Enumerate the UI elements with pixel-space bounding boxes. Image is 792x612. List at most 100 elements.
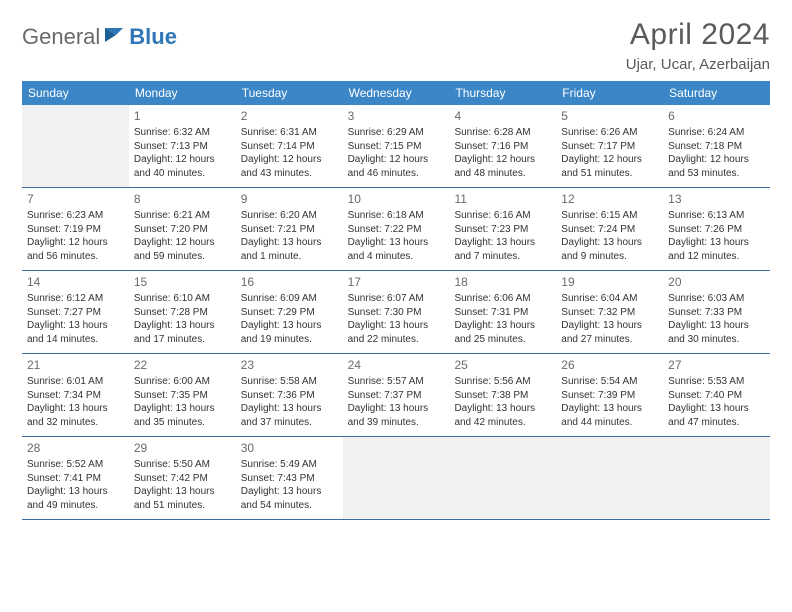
header: General Blue April 2024 Ujar, Ucar, Azer… [22, 18, 770, 73]
day-cell-empty [22, 105, 129, 187]
day-number: 19 [561, 274, 657, 290]
sunrise-text: Sunrise: 6:18 AM [348, 209, 444, 223]
week-row: 28Sunrise: 5:52 AMSunset: 7:41 PMDayligh… [22, 437, 770, 520]
daylight-line2: and 12 minutes. [668, 250, 764, 264]
sunset-text: Sunset: 7:23 PM [454, 223, 550, 237]
sunrise-text: Sunrise: 6:26 AM [561, 126, 657, 140]
day-cell: 9Sunrise: 6:20 AMSunset: 7:21 PMDaylight… [236, 188, 343, 270]
logo: General Blue [22, 18, 177, 50]
daylight-line2: and 30 minutes. [668, 333, 764, 347]
sunset-text: Sunset: 7:38 PM [454, 389, 550, 403]
daylight-line2: and 48 minutes. [454, 167, 550, 181]
sunset-text: Sunset: 7:39 PM [561, 389, 657, 403]
daylight-line2: and 19 minutes. [241, 333, 337, 347]
daylight-line1: Daylight: 12 hours [668, 153, 764, 167]
logo-text-general: General [22, 24, 100, 50]
daylight-line1: Daylight: 13 hours [561, 236, 657, 250]
day-cell: 14Sunrise: 6:12 AMSunset: 7:27 PMDayligh… [22, 271, 129, 353]
day-cell-empty [343, 437, 450, 519]
day-cell: 1Sunrise: 6:32 AMSunset: 7:13 PMDaylight… [129, 105, 236, 187]
daylight-line1: Daylight: 12 hours [134, 153, 230, 167]
sunset-text: Sunset: 7:29 PM [241, 306, 337, 320]
day-cell: 25Sunrise: 5:56 AMSunset: 7:38 PMDayligh… [449, 354, 556, 436]
weekday-header: Thursday [449, 81, 556, 105]
day-number: 8 [134, 191, 230, 207]
day-number: 24 [348, 357, 444, 373]
daylight-line2: and 54 minutes. [241, 499, 337, 513]
week-row: 1Sunrise: 6:32 AMSunset: 7:13 PMDaylight… [22, 105, 770, 188]
day-number: 21 [27, 357, 123, 373]
sunset-text: Sunset: 7:26 PM [668, 223, 764, 237]
day-cell: 6Sunrise: 6:24 AMSunset: 7:18 PMDaylight… [663, 105, 770, 187]
calendar-page: General Blue April 2024 Ujar, Ucar, Azer… [0, 0, 792, 538]
sunset-text: Sunset: 7:37 PM [348, 389, 444, 403]
day-number: 26 [561, 357, 657, 373]
daylight-line1: Daylight: 12 hours [561, 153, 657, 167]
sunset-text: Sunset: 7:32 PM [561, 306, 657, 320]
day-cell: 27Sunrise: 5:53 AMSunset: 7:40 PMDayligh… [663, 354, 770, 436]
daylight-line1: Daylight: 13 hours [454, 319, 550, 333]
daylight-line2: and 46 minutes. [348, 167, 444, 181]
daylight-line2: and 40 minutes. [134, 167, 230, 181]
weekday-header: Friday [556, 81, 663, 105]
sunrise-text: Sunrise: 5:54 AM [561, 375, 657, 389]
sunset-text: Sunset: 7:41 PM [27, 472, 123, 486]
day-cell: 16Sunrise: 6:09 AMSunset: 7:29 PMDayligh… [236, 271, 343, 353]
day-cell: 13Sunrise: 6:13 AMSunset: 7:26 PMDayligh… [663, 188, 770, 270]
day-cell: 2Sunrise: 6:31 AMSunset: 7:14 PMDaylight… [236, 105, 343, 187]
day-cell: 20Sunrise: 6:03 AMSunset: 7:33 PMDayligh… [663, 271, 770, 353]
day-cell: 12Sunrise: 6:15 AMSunset: 7:24 PMDayligh… [556, 188, 663, 270]
sunrise-text: Sunrise: 6:32 AM [134, 126, 230, 140]
day-cell: 3Sunrise: 6:29 AMSunset: 7:15 PMDaylight… [343, 105, 450, 187]
daylight-line2: and 9 minutes. [561, 250, 657, 264]
sunset-text: Sunset: 7:21 PM [241, 223, 337, 237]
day-cell: 15Sunrise: 6:10 AMSunset: 7:28 PMDayligh… [129, 271, 236, 353]
daylight-line1: Daylight: 13 hours [27, 485, 123, 499]
day-cell: 21Sunrise: 6:01 AMSunset: 7:34 PMDayligh… [22, 354, 129, 436]
daylight-line1: Daylight: 13 hours [561, 402, 657, 416]
sunrise-text: Sunrise: 6:29 AM [348, 126, 444, 140]
daylight-line1: Daylight: 13 hours [134, 319, 230, 333]
sunset-text: Sunset: 7:17 PM [561, 140, 657, 154]
daylight-line2: and 49 minutes. [27, 499, 123, 513]
sunset-text: Sunset: 7:14 PM [241, 140, 337, 154]
day-cell: 8Sunrise: 6:21 AMSunset: 7:20 PMDaylight… [129, 188, 236, 270]
day-number: 3 [348, 108, 444, 124]
sunset-text: Sunset: 7:27 PM [27, 306, 123, 320]
sunset-text: Sunset: 7:19 PM [27, 223, 123, 237]
daylight-line1: Daylight: 13 hours [241, 402, 337, 416]
sunrise-text: Sunrise: 6:31 AM [241, 126, 337, 140]
sunrise-text: Sunrise: 6:01 AM [27, 375, 123, 389]
sunset-text: Sunset: 7:22 PM [348, 223, 444, 237]
sunrise-text: Sunrise: 5:58 AM [241, 375, 337, 389]
day-number: 30 [241, 440, 337, 456]
daylight-line2: and 27 minutes. [561, 333, 657, 347]
day-number: 15 [134, 274, 230, 290]
day-number: 22 [134, 357, 230, 373]
day-number: 1 [134, 108, 230, 124]
location-text: Ujar, Ucar, Azerbaijan [626, 56, 770, 73]
weekday-header: Saturday [663, 81, 770, 105]
daylight-line1: Daylight: 12 hours [454, 153, 550, 167]
sunrise-text: Sunrise: 5:49 AM [241, 458, 337, 472]
day-cell: 19Sunrise: 6:04 AMSunset: 7:32 PMDayligh… [556, 271, 663, 353]
weeks-container: 1Sunrise: 6:32 AMSunset: 7:13 PMDaylight… [22, 105, 770, 520]
weekday-header: Monday [129, 81, 236, 105]
logo-text-blue: Blue [129, 24, 177, 50]
day-cell: 10Sunrise: 6:18 AMSunset: 7:22 PMDayligh… [343, 188, 450, 270]
daylight-line1: Daylight: 13 hours [668, 236, 764, 250]
sunrise-text: Sunrise: 6:07 AM [348, 292, 444, 306]
daylight-line2: and 35 minutes. [134, 416, 230, 430]
day-cell-empty [449, 437, 556, 519]
daylight-line1: Daylight: 13 hours [454, 402, 550, 416]
day-number: 20 [668, 274, 764, 290]
day-cell: 29Sunrise: 5:50 AMSunset: 7:42 PMDayligh… [129, 437, 236, 519]
sunrise-text: Sunrise: 6:21 AM [134, 209, 230, 223]
day-number: 5 [561, 108, 657, 124]
daylight-line1: Daylight: 13 hours [27, 319, 123, 333]
week-row: 7Sunrise: 6:23 AMSunset: 7:19 PMDaylight… [22, 188, 770, 271]
day-number: 13 [668, 191, 764, 207]
day-number: 23 [241, 357, 337, 373]
daylight-line2: and 43 minutes. [241, 167, 337, 181]
day-cell: 23Sunrise: 5:58 AMSunset: 7:36 PMDayligh… [236, 354, 343, 436]
